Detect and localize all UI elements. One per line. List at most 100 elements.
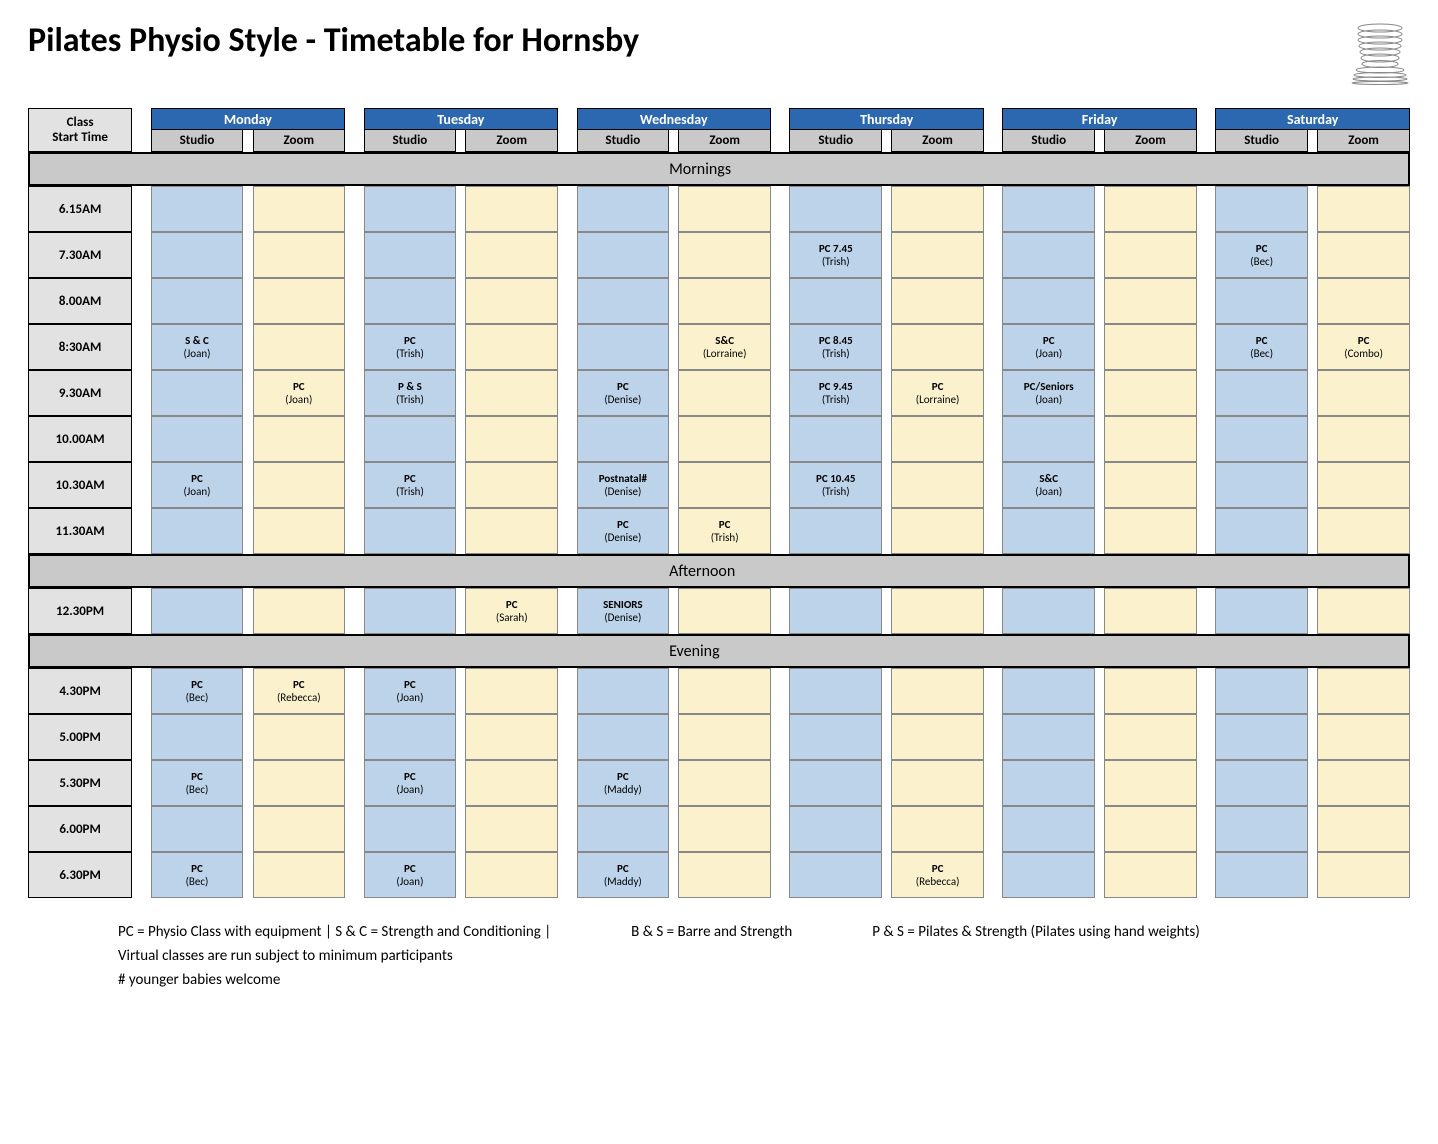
slot-zoom	[891, 714, 984, 760]
slot-studio	[577, 806, 670, 852]
slot-zoom	[1317, 370, 1410, 416]
slot-studio	[364, 508, 457, 554]
slot-zoom	[891, 508, 984, 554]
slot-studio: PC 8.45(Trish)	[789, 324, 882, 370]
slot-studio: PC(Joan)	[1002, 324, 1095, 370]
slot-studio	[1002, 416, 1095, 462]
slot-zoom	[891, 806, 984, 852]
slot-zoom	[253, 714, 346, 760]
slot-zoom	[1104, 760, 1197, 806]
slot-zoom	[1104, 462, 1197, 508]
slot-studio	[789, 186, 882, 232]
slot-studio: PC(Denise)	[577, 370, 670, 416]
slot-studio	[151, 714, 244, 760]
slot-zoom	[891, 186, 984, 232]
slot-zoom	[465, 668, 558, 714]
sub-header-zoom: Zoom	[465, 130, 558, 152]
time-cell: 6.00PM	[28, 806, 132, 852]
day-header: Thursday	[789, 108, 983, 130]
time-cell: 7.30AM	[28, 232, 132, 278]
slot-zoom	[1317, 416, 1410, 462]
slot-zoom	[253, 278, 346, 324]
slot-zoom	[891, 760, 984, 806]
slot-studio	[789, 852, 882, 898]
slot-zoom	[465, 278, 558, 324]
section-label	[28, 152, 132, 186]
slot-zoom: S&C(Lorraine)	[678, 324, 771, 370]
slot-studio: PC(Trish)	[364, 324, 457, 370]
slot-studio: P & S(Trish)	[364, 370, 457, 416]
slot-studio: PC(Joan)	[364, 668, 457, 714]
slot-studio: Postnatal#(Denise)	[577, 462, 670, 508]
slot-zoom	[465, 370, 558, 416]
slot-studio: PC(Maddy)	[577, 852, 670, 898]
slot-zoom	[678, 714, 771, 760]
slot-studio: S&C(Joan)	[1002, 462, 1095, 508]
slot-zoom: PC(Rebecca)	[253, 668, 346, 714]
slot-studio	[1215, 370, 1308, 416]
legend-text: Virtual classes are run subject to minim…	[118, 944, 1410, 968]
slot-zoom	[253, 462, 346, 508]
slot-studio	[1215, 186, 1308, 232]
slot-zoom	[1317, 232, 1410, 278]
slot-studio: S & C(Joan)	[151, 324, 244, 370]
day-header: Saturday	[1215, 108, 1410, 130]
slot-zoom	[891, 324, 984, 370]
sub-header-zoom: Zoom	[678, 130, 771, 152]
slot-zoom: PC(Joan)	[253, 370, 346, 416]
slot-studio	[1215, 462, 1308, 508]
slot-zoom	[253, 852, 346, 898]
slot-zoom	[678, 278, 771, 324]
time-cell: 6.30PM	[28, 852, 132, 898]
slot-zoom	[891, 416, 984, 462]
slot-zoom	[253, 760, 346, 806]
slot-studio	[789, 416, 882, 462]
time-cell: 8.00AM	[28, 278, 132, 324]
timetable: ClassStart TimeMondayTuesdayWednesdayThu…	[28, 108, 1410, 898]
slot-zoom	[465, 232, 558, 278]
time-cell: 4.30PM	[28, 668, 132, 714]
sub-header-zoom: Zoom	[891, 130, 984, 152]
slot-studio: PC/Seniors(Joan)	[1002, 370, 1095, 416]
time-cell: 11.30AM	[28, 508, 132, 554]
slot-studio: PC(Joan)	[364, 760, 457, 806]
slot-zoom	[253, 416, 346, 462]
sub-header-studio: Studio	[1002, 130, 1095, 152]
slot-zoom	[1104, 370, 1197, 416]
slot-zoom	[678, 416, 771, 462]
slot-zoom	[891, 668, 984, 714]
slot-studio	[1002, 760, 1095, 806]
slot-zoom	[678, 186, 771, 232]
slot-studio	[364, 806, 457, 852]
slot-zoom: PC(Lorraine)	[891, 370, 984, 416]
slot-zoom	[465, 462, 558, 508]
time-cell: 10.00AM	[28, 416, 132, 462]
slot-studio	[1215, 508, 1308, 554]
slot-studio	[577, 668, 670, 714]
slot-studio	[577, 416, 670, 462]
slot-zoom	[253, 186, 346, 232]
slot-zoom	[1104, 232, 1197, 278]
time-cell: 12.30PM	[28, 588, 132, 634]
slot-zoom	[678, 232, 771, 278]
slot-studio	[1215, 668, 1308, 714]
slot-studio	[151, 370, 244, 416]
slot-studio	[1215, 760, 1308, 806]
slot-studio: PC(Joan)	[151, 462, 244, 508]
slot-zoom	[253, 588, 346, 634]
day-header: Monday	[151, 108, 345, 130]
slot-zoom	[1104, 588, 1197, 634]
day-header: Wednesday	[577, 108, 771, 130]
slot-studio: PC 7.45(Trish)	[789, 232, 882, 278]
slot-studio	[364, 278, 457, 324]
slot-zoom	[1317, 462, 1410, 508]
slot-studio	[151, 416, 244, 462]
slot-studio	[151, 508, 244, 554]
slot-zoom	[678, 370, 771, 416]
slot-studio	[1215, 588, 1308, 634]
legend-text: PC = Physio Class with equipment | S & C…	[118, 920, 551, 944]
slot-zoom	[465, 806, 558, 852]
slot-studio	[789, 668, 882, 714]
timetable-body: Mornings6.15AM7.30AMPC 7.45(Trish)PC(Bec…	[28, 152, 1410, 898]
slot-studio	[1002, 232, 1095, 278]
